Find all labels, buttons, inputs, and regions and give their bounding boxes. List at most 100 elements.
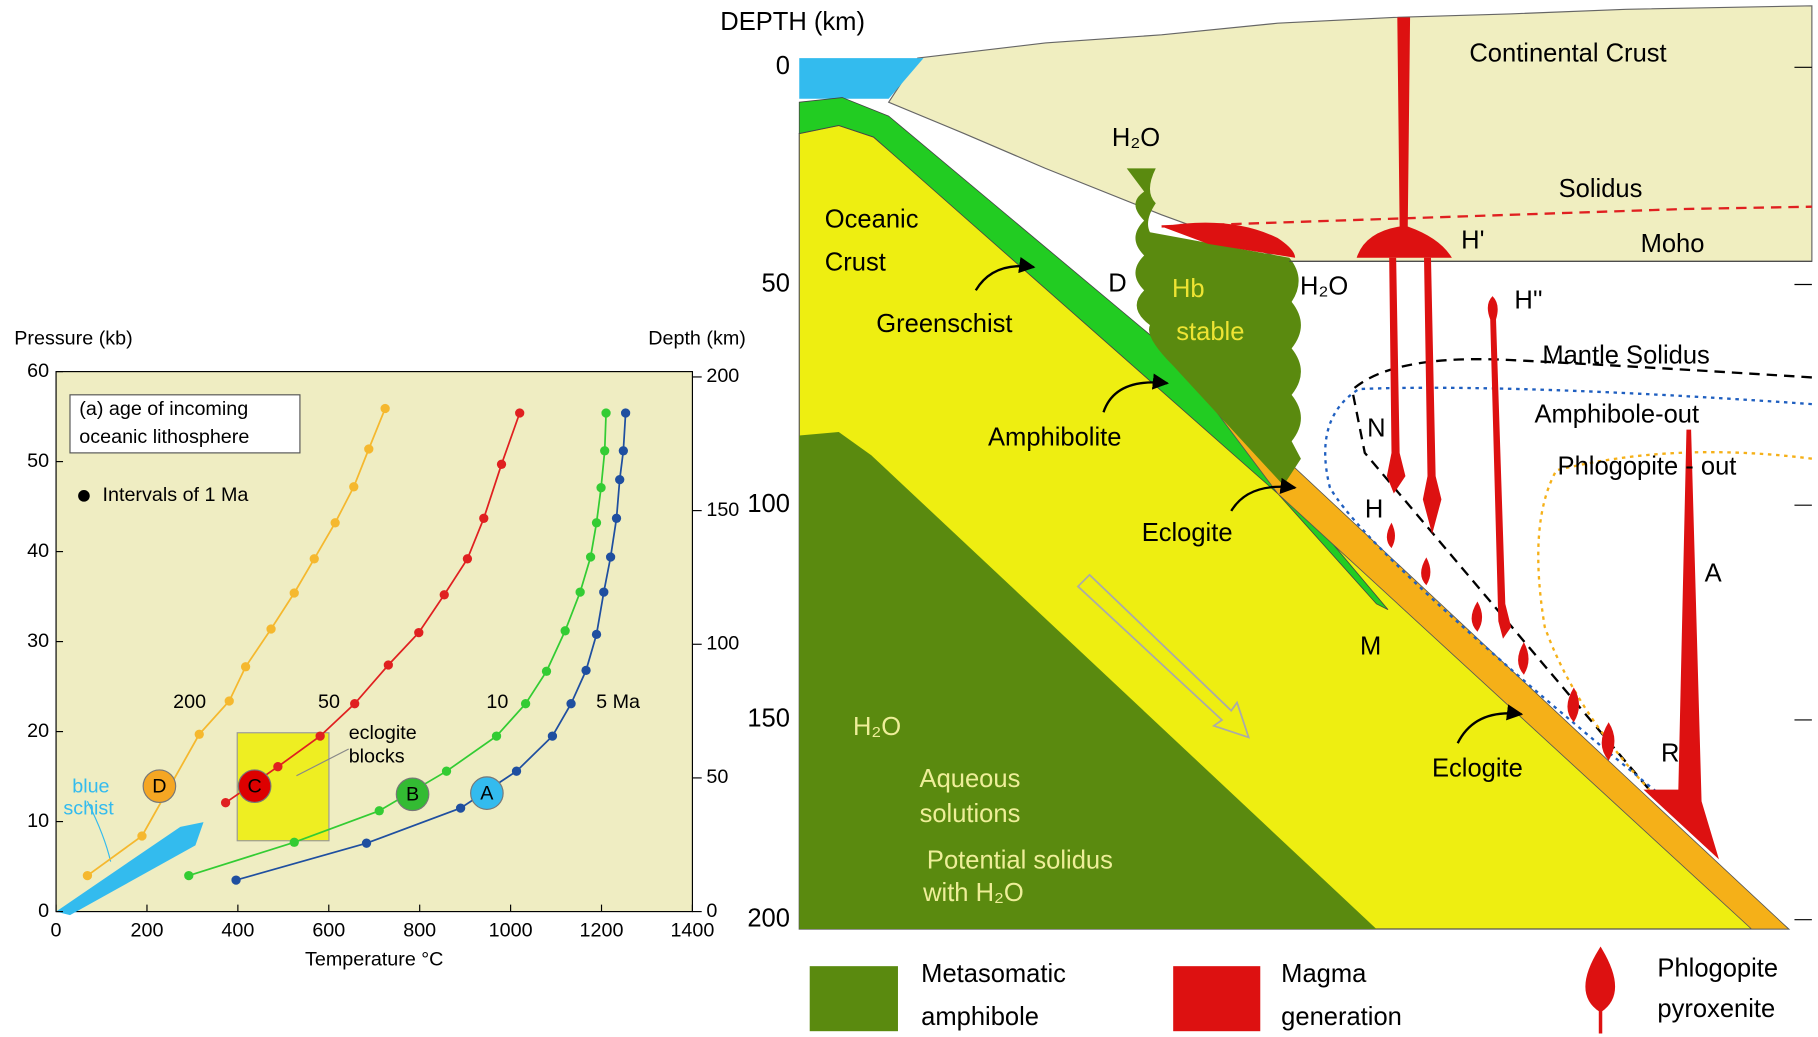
data-point	[316, 731, 325, 740]
y-tick-label: 50	[27, 450, 49, 472]
label: solutions	[920, 800, 1021, 828]
data-point	[440, 590, 449, 599]
data-point	[221, 798, 230, 807]
legend: Metasomatic amphibole Magma generation P…	[810, 950, 1778, 1034]
data-point	[83, 871, 92, 880]
curve-label: 200	[173, 691, 206, 713]
label: M	[1360, 633, 1381, 661]
data-point	[273, 762, 282, 771]
dot-legend-marker	[78, 490, 90, 502]
x-tick-label: 0	[51, 920, 62, 942]
data-point	[362, 839, 371, 848]
dot-legend: Intervals of 1 Ma	[103, 484, 249, 506]
legend-label: Phlogopite	[1657, 954, 1778, 982]
legend-swatch	[1587, 950, 1613, 1034]
label: H''	[1514, 287, 1542, 315]
data-point	[512, 767, 521, 776]
label: Crust	[825, 248, 886, 276]
legend-swatch	[1173, 966, 1260, 1031]
label: Continental Crust	[1469, 39, 1666, 67]
legend-label: pyroxenite	[1657, 995, 1775, 1023]
annotation: oceanic lithosphere	[79, 426, 249, 448]
curve-marker-label: C	[248, 776, 262, 798]
data-point	[456, 803, 465, 812]
label: H₂O	[853, 713, 901, 741]
label: Phlogopite - out	[1558, 453, 1737, 481]
curve-marker-label: B	[406, 784, 419, 806]
data-point	[581, 666, 590, 675]
y2-tick-label: 100	[706, 632, 739, 654]
data-point	[137, 831, 146, 840]
data-point	[601, 408, 610, 417]
data-point	[561, 626, 570, 635]
x-tick-label: 400	[221, 920, 254, 942]
x-tick-label: 800	[403, 920, 436, 942]
data-point	[592, 630, 601, 639]
y-tick-label: 30	[27, 630, 49, 652]
data-point	[231, 875, 240, 884]
label: R	[1661, 740, 1679, 768]
label: A	[1705, 560, 1722, 588]
label: H'	[1461, 226, 1484, 254]
y2-tick-label: 200	[706, 365, 739, 387]
label: Oceanic	[825, 205, 919, 233]
continental-crust	[889, 6, 1812, 261]
curve-marker-label: D	[152, 776, 166, 798]
legend-label: Metasomatic	[921, 960, 1066, 988]
label: H₂O	[1300, 273, 1348, 301]
x-tick-label: 1400	[670, 920, 714, 942]
data-point	[364, 444, 373, 453]
label: Eclogite	[1432, 755, 1523, 783]
curve-marker-label: A	[480, 783, 494, 805]
legend-label: amphibole	[921, 1003, 1039, 1031]
y2-tick-label: 150	[706, 499, 739, 521]
data-point	[375, 806, 384, 815]
data-point	[497, 460, 506, 469]
y-tick-label: 10	[27, 810, 49, 832]
curve-label: 50	[318, 691, 340, 713]
y-tick-label: 0	[38, 900, 49, 922]
y-tick-label: 40	[27, 540, 49, 562]
data-point	[621, 408, 630, 417]
data-point	[599, 587, 608, 596]
data-point	[492, 731, 501, 740]
data-point	[566, 699, 575, 708]
data-point	[349, 482, 358, 491]
annotation: schist	[63, 798, 114, 820]
axis-title: DEPTH (km)	[720, 8, 865, 36]
depth-tick-label: 200	[747, 904, 790, 932]
data-point	[515, 408, 524, 417]
data-point	[184, 871, 193, 880]
label: stable	[1176, 318, 1244, 346]
y2-tick-label: 0	[706, 900, 717, 922]
label: Solidus	[1559, 175, 1643, 203]
curve-label: 5 Ma	[596, 691, 640, 713]
data-point	[290, 838, 299, 847]
depth-tick-label: 0	[776, 52, 790, 80]
data-point	[266, 624, 275, 633]
label: H	[1365, 496, 1383, 524]
data-point	[225, 696, 234, 705]
data-point	[586, 552, 595, 561]
data-point	[576, 587, 585, 596]
y-tick-label: 60	[27, 360, 49, 382]
depth-tick-label: 100	[747, 490, 790, 518]
annotation: (a) age of incoming	[79, 398, 248, 420]
depth-tick-label: 150	[747, 705, 790, 733]
label: Greenschist	[876, 310, 1012, 338]
data-point	[600, 446, 609, 455]
data-point	[542, 667, 551, 676]
data-point	[606, 552, 615, 561]
data-point	[195, 730, 204, 739]
data-point	[592, 518, 601, 527]
figure: (a) age of incoming oceanic lithosphere …	[0, 0, 1818, 1037]
legend-swatch	[810, 966, 898, 1031]
annotation: blocks	[349, 745, 405, 767]
legend-label: generation	[1281, 1003, 1402, 1031]
label: Hb	[1172, 275, 1205, 303]
data-point	[612, 514, 621, 523]
data-point	[290, 588, 299, 597]
data-point	[596, 483, 605, 492]
data-point	[479, 514, 488, 523]
